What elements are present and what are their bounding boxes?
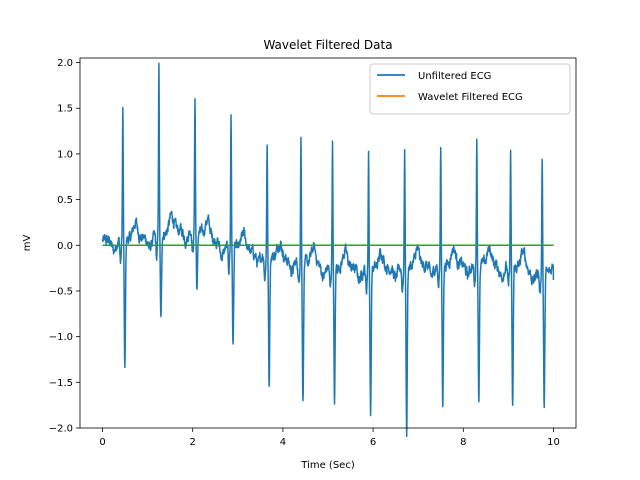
y-axis-label: mV: [22, 235, 33, 252]
y-tick-label: 1.5: [57, 104, 73, 115]
y-tick-label: 0.0: [57, 241, 73, 252]
y-tick-label: −1.0: [49, 332, 73, 343]
x-axis: 0 2 4 6 8 10: [99, 428, 560, 448]
x-axis-label: Time (Sec): [300, 460, 355, 471]
x-tick-label: 2: [190, 437, 196, 448]
x-tick-label: 10: [547, 437, 560, 448]
legend-label: Unfiltered ECG: [418, 71, 491, 82]
y-axis: −2.0 −1.5 −1.0 −0.5 0.0 0.5 1.0 1.5 2.0: [49, 58, 80, 435]
x-tick-label: 6: [370, 437, 376, 448]
plot-frame: [79, 57, 577, 429]
series-unfiltered-ecg: [101, 62, 555, 438]
legend: Unfiltered ECG Wavelet Filtered ECG: [369, 63, 571, 115]
x-tick-label: 4: [280, 437, 286, 448]
y-tick-label: 0.5: [57, 195, 73, 206]
x-tick-label: 0: [99, 437, 105, 448]
plot-series: [101, 62, 555, 438]
x-tick-label: 8: [460, 437, 466, 448]
y-tick-label: −1.5: [49, 378, 73, 389]
legend-label: Wavelet Filtered ECG: [418, 92, 523, 103]
y-tick-label: −2.0: [49, 424, 73, 435]
chart-title: Wavelet Filtered Data: [263, 38, 392, 52]
y-tick-label: 1.0: [57, 149, 73, 160]
y-tick-label: 2.0: [57, 58, 73, 69]
y-tick-label: −0.5: [49, 286, 73, 297]
legend-box: [369, 63, 571, 115]
